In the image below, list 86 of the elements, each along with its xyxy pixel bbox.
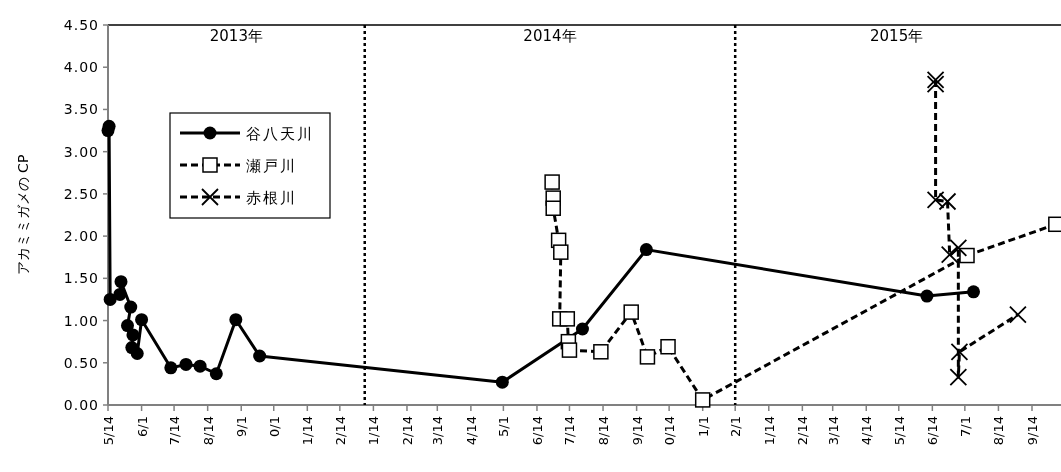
x-tick-label: 9/14 bbox=[629, 416, 645, 446]
x-tick-label: 3/14 bbox=[825, 416, 841, 446]
x-tick-label: 7/14 bbox=[167, 416, 183, 446]
x-tick-label: 5/1 bbox=[496, 416, 512, 437]
x-tick-label: 6/1 bbox=[134, 416, 150, 437]
x-tick-label: 6/14 bbox=[925, 416, 941, 446]
x-tick-label: 2/14 bbox=[399, 416, 415, 446]
point bbox=[920, 289, 934, 303]
x-tick-label: 2/1 bbox=[728, 416, 744, 437]
x-tick-label: 5/14 bbox=[891, 416, 907, 446]
x-tick-label: 9/14 bbox=[1025, 416, 1040, 446]
point bbox=[575, 322, 589, 336]
x-tick-label: 2/14 bbox=[332, 416, 348, 446]
x-tick-label: 0/14 bbox=[662, 416, 678, 446]
x-tick-label: 8/14 bbox=[596, 416, 612, 446]
point bbox=[193, 359, 207, 373]
point bbox=[124, 300, 138, 314]
legend-label: 赤根川 bbox=[246, 189, 297, 207]
y-tick-label: 3.50 bbox=[63, 101, 99, 118]
point bbox=[926, 190, 945, 209]
point bbox=[114, 275, 128, 289]
y-tick-label: 1.00 bbox=[63, 312, 99, 329]
point bbox=[940, 245, 959, 264]
x-tick-label: 6/14 bbox=[529, 416, 545, 446]
point bbox=[593, 344, 609, 360]
y-tick-label: 0.00 bbox=[63, 397, 99, 413]
x-tick-label: 4/14 bbox=[463, 416, 479, 446]
annotation: 2014年 bbox=[523, 27, 577, 45]
y-axis-title: アカミミガメの CP bbox=[15, 154, 31, 276]
x-tick-label: 1/14 bbox=[366, 416, 382, 446]
point bbox=[694, 392, 711, 408]
x-tick-label: 7/14 bbox=[562, 416, 578, 446]
point bbox=[135, 313, 149, 327]
point bbox=[544, 174, 560, 190]
annotation: 2013年 bbox=[209, 27, 263, 45]
point bbox=[209, 367, 223, 381]
y-tick-label: 2.00 bbox=[63, 228, 99, 245]
legend-label: 谷八天川 bbox=[246, 125, 314, 143]
point bbox=[623, 304, 639, 320]
point bbox=[967, 285, 981, 299]
point bbox=[926, 75, 945, 94]
y-tick-label: 2.50 bbox=[63, 185, 99, 202]
point bbox=[130, 346, 144, 360]
x-tick-label: 9/1 bbox=[234, 416, 250, 437]
x-tick-label: 4/14 bbox=[859, 416, 875, 446]
x-tick-label: 5/14 bbox=[101, 416, 116, 446]
point bbox=[229, 313, 243, 327]
legend-label: 瀬戸川 bbox=[246, 157, 297, 175]
point bbox=[102, 119, 116, 133]
point bbox=[495, 375, 509, 389]
point bbox=[959, 247, 975, 264]
y-tick-label: 4.50 bbox=[63, 17, 99, 33]
point bbox=[121, 319, 134, 333]
point bbox=[553, 244, 569, 260]
y-tick-label: 3.00 bbox=[63, 143, 99, 160]
x-tick-label: 7/1 bbox=[957, 416, 973, 437]
point bbox=[545, 200, 561, 216]
point bbox=[164, 361, 178, 375]
x-tick-label: 0/1 bbox=[266, 416, 282, 437]
point bbox=[561, 342, 578, 358]
x-tick-label: 1/14 bbox=[761, 416, 777, 446]
point bbox=[103, 292, 117, 306]
point bbox=[1009, 305, 1027, 324]
x-tick-label: 8/14 bbox=[200, 416, 216, 446]
y-tick-label: 0.50 bbox=[63, 354, 99, 371]
x-tick-label: 3/14 bbox=[430, 416, 446, 446]
point bbox=[179, 357, 193, 371]
y-tick-label: 1.50 bbox=[63, 270, 99, 287]
point bbox=[950, 342, 969, 361]
point bbox=[949, 239, 968, 257]
annotation: 2015年 bbox=[870, 27, 924, 45]
point bbox=[253, 349, 267, 363]
y-tick-label: 4.00 bbox=[63, 59, 99, 76]
x-tick-label: 8/14 bbox=[991, 416, 1007, 446]
point bbox=[559, 311, 576, 327]
point bbox=[938, 192, 957, 211]
point bbox=[113, 287, 127, 301]
point bbox=[949, 368, 968, 387]
point bbox=[639, 243, 653, 257]
x-tick-label: 2/14 bbox=[795, 416, 811, 446]
point bbox=[639, 349, 656, 365]
point bbox=[926, 70, 945, 89]
x-tick-label: 1/1 bbox=[695, 416, 711, 437]
point bbox=[126, 328, 140, 342]
x-tick-label: 1/14 bbox=[300, 416, 316, 446]
point bbox=[660, 338, 676, 355]
